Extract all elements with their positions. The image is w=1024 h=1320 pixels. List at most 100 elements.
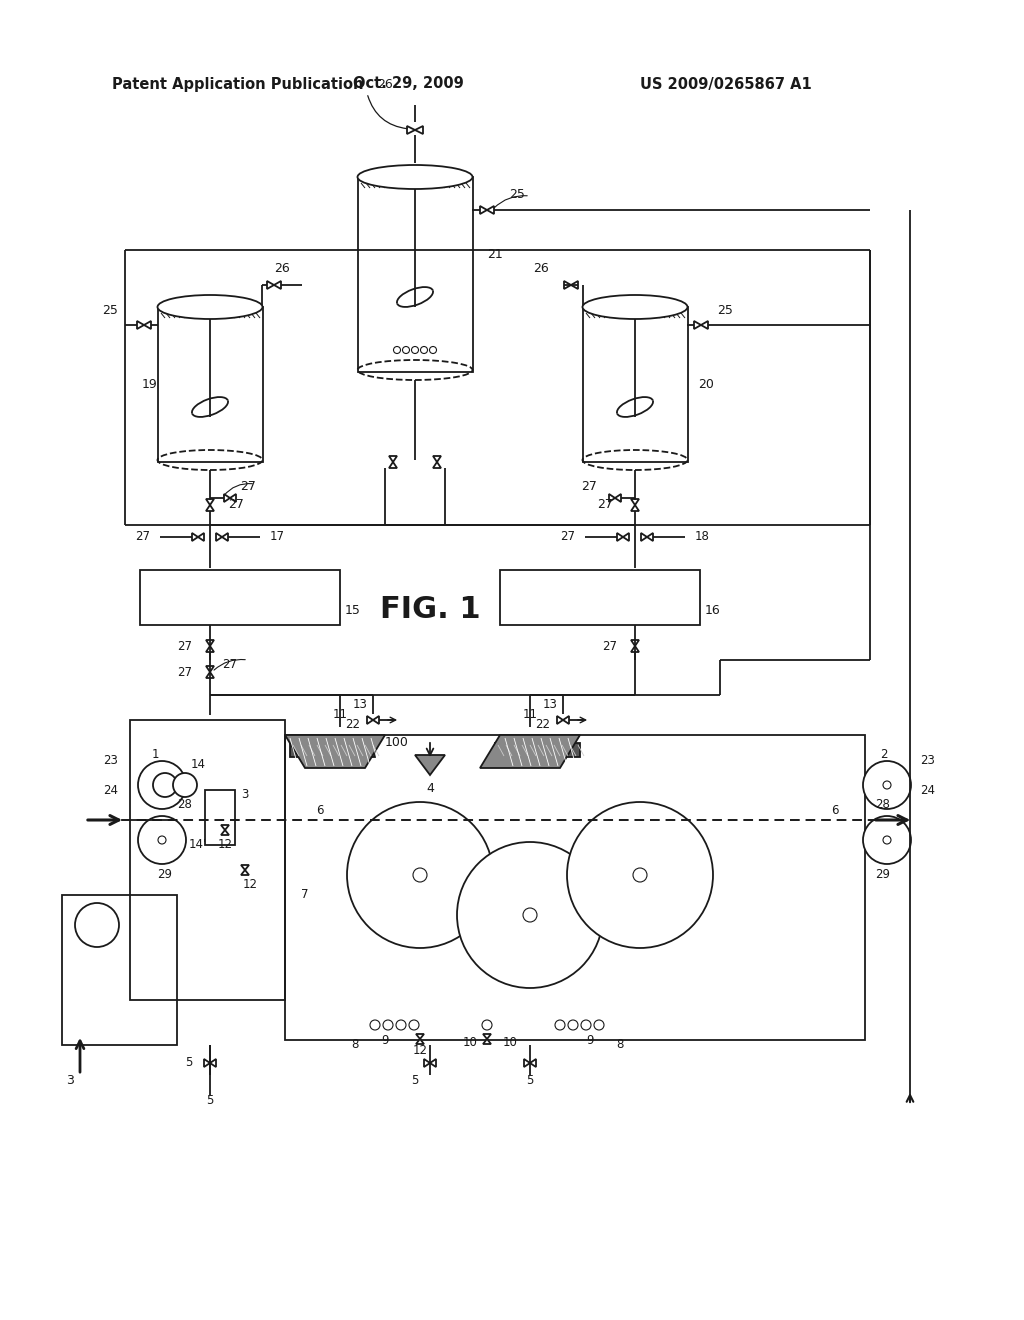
- Text: 29: 29: [158, 869, 172, 882]
- Bar: [158, 308, 263, 462]
- Bar: [495, 743, 580, 756]
- Text: 5: 5: [184, 1056, 193, 1069]
- Text: 22: 22: [536, 718, 551, 731]
- Polygon shape: [224, 494, 230, 502]
- Text: 1: 1: [152, 748, 159, 762]
- Polygon shape: [193, 533, 198, 541]
- Text: 12: 12: [243, 879, 257, 891]
- Polygon shape: [430, 1059, 436, 1067]
- Circle shape: [347, 803, 493, 948]
- Polygon shape: [267, 281, 274, 289]
- Polygon shape: [571, 281, 578, 289]
- Polygon shape: [137, 321, 144, 329]
- Text: 21: 21: [487, 248, 503, 261]
- Polygon shape: [241, 865, 249, 870]
- Circle shape: [863, 816, 911, 865]
- Text: 5: 5: [526, 1073, 534, 1086]
- Polygon shape: [557, 715, 563, 723]
- Polygon shape: [198, 533, 204, 541]
- Text: 27: 27: [222, 659, 237, 672]
- Polygon shape: [564, 281, 571, 289]
- Text: 23: 23: [103, 754, 118, 767]
- Polygon shape: [694, 321, 701, 329]
- Polygon shape: [563, 715, 569, 723]
- Polygon shape: [415, 755, 445, 775]
- Text: 24: 24: [920, 784, 935, 796]
- Polygon shape: [206, 672, 214, 678]
- Circle shape: [457, 842, 603, 987]
- Polygon shape: [206, 499, 214, 506]
- Polygon shape: [222, 533, 228, 541]
- Text: Patent Application Publication: Patent Application Publication: [112, 77, 364, 91]
- Bar: [583, 308, 688, 462]
- Polygon shape: [424, 1059, 430, 1067]
- Polygon shape: [206, 640, 214, 645]
- Bar: [130, 719, 285, 1001]
- Polygon shape: [367, 715, 373, 723]
- Text: 29: 29: [876, 869, 891, 882]
- Text: 26: 26: [534, 261, 549, 275]
- Text: 4: 4: [426, 781, 434, 795]
- Polygon shape: [641, 533, 647, 541]
- Polygon shape: [241, 870, 249, 875]
- Text: 14: 14: [190, 759, 206, 771]
- Polygon shape: [415, 125, 423, 135]
- Text: 27: 27: [228, 499, 244, 511]
- Text: 9: 9: [587, 1034, 594, 1047]
- Text: 3: 3: [66, 1073, 74, 1086]
- Text: 12: 12: [217, 838, 232, 851]
- Polygon shape: [530, 1059, 536, 1067]
- Text: Oct. 29, 2009: Oct. 29, 2009: [352, 77, 464, 91]
- Text: 8: 8: [351, 1039, 358, 1052]
- Circle shape: [138, 762, 186, 809]
- Text: 9: 9: [381, 1034, 389, 1047]
- Text: 27: 27: [582, 479, 597, 492]
- Text: 25: 25: [102, 305, 118, 318]
- Polygon shape: [216, 533, 222, 541]
- Polygon shape: [389, 455, 397, 462]
- Polygon shape: [144, 321, 151, 329]
- Polygon shape: [615, 494, 621, 502]
- Polygon shape: [524, 1059, 530, 1067]
- Polygon shape: [416, 1039, 424, 1044]
- Polygon shape: [480, 735, 580, 768]
- Text: 26: 26: [377, 78, 393, 91]
- Polygon shape: [480, 206, 487, 214]
- Bar: [358, 177, 473, 372]
- Text: 16: 16: [705, 603, 721, 616]
- Text: 27: 27: [602, 639, 617, 652]
- Polygon shape: [609, 494, 615, 502]
- Text: 11: 11: [333, 709, 347, 722]
- Text: US 2009/0265867 A1: US 2009/0265867 A1: [640, 77, 812, 91]
- Text: 25: 25: [509, 189, 525, 202]
- Polygon shape: [631, 640, 639, 645]
- Bar: [500, 570, 700, 624]
- Circle shape: [567, 803, 713, 948]
- Text: 20: 20: [698, 379, 714, 392]
- Polygon shape: [373, 715, 379, 723]
- Polygon shape: [631, 499, 639, 506]
- Polygon shape: [274, 281, 281, 289]
- Text: 13: 13: [543, 698, 557, 711]
- Polygon shape: [487, 206, 494, 214]
- Text: 14': 14': [188, 838, 207, 851]
- Polygon shape: [221, 830, 229, 836]
- Polygon shape: [647, 533, 653, 541]
- Polygon shape: [221, 825, 229, 830]
- Text: 5: 5: [206, 1093, 214, 1106]
- Polygon shape: [483, 1039, 490, 1044]
- Polygon shape: [206, 645, 214, 652]
- Circle shape: [75, 903, 119, 946]
- Text: 27: 27: [177, 665, 193, 678]
- Circle shape: [138, 816, 186, 865]
- Bar: [140, 570, 340, 624]
- Text: 17: 17: [270, 531, 285, 544]
- Polygon shape: [623, 533, 629, 541]
- Text: 10: 10: [503, 1036, 517, 1049]
- Text: 100: 100: [385, 735, 409, 748]
- Polygon shape: [204, 1059, 210, 1067]
- Bar: [205, 789, 234, 845]
- Text: 27: 27: [177, 639, 193, 652]
- Text: 3: 3: [242, 788, 249, 801]
- Text: 24: 24: [103, 784, 118, 796]
